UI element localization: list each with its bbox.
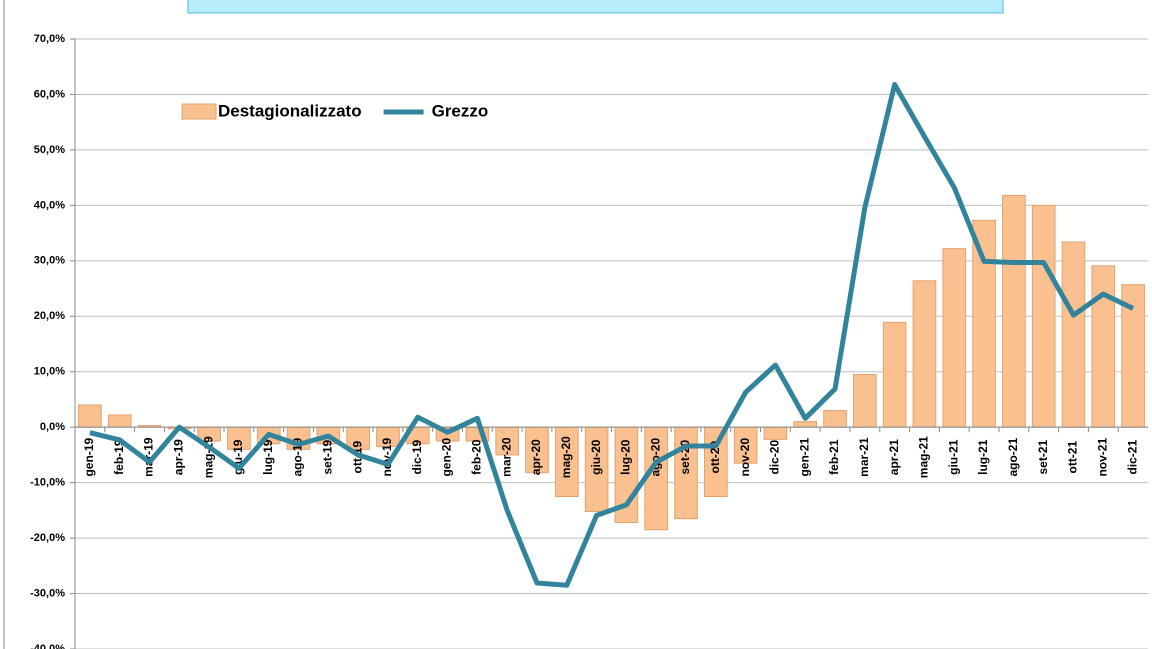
bar [853,374,877,428]
bar [823,410,847,428]
x-tick-label: feb-21 [827,439,841,475]
x-tick-label: nov-19 [380,438,394,477]
x-tick-label: set-19 [321,440,335,475]
bar [972,219,996,428]
x-tick-label: giu-21 [946,439,960,475]
x-tick-label: ott-21 [1066,441,1080,474]
y-tick-label: -40,0% [30,643,65,649]
x-tick-label: gen-20 [440,438,454,477]
bar [912,280,937,428]
x-tick-label: feb-20 [470,439,484,475]
bar [942,248,967,428]
x-tick-label: dic-20 [768,440,782,475]
x-tick-label: lug-19 [261,439,275,475]
x-tick-label: mar-20 [499,437,513,477]
bar [1002,194,1026,428]
x-tick-label: giu-20 [589,439,603,475]
x-tick-label: ott-20 [708,441,722,474]
y-tick-label: -10,0% [30,477,65,489]
x-tick-label: dic-21 [1125,440,1139,475]
legend-label: Grezzo [432,101,489,120]
y-tick-label: 50,0% [34,144,65,156]
x-tick-label: mar-19 [142,437,156,477]
x-tick-label: lug-21 [976,439,990,475]
x-tick-label: mag-21 [917,436,931,478]
bar [763,426,788,440]
x-tick-label: ago-19 [291,438,305,477]
x-tick-label: feb-19 [112,439,126,475]
line [89,81,1135,588]
x-tick-label: ago-21 [1006,438,1020,477]
y-tick-label: -20,0% [30,532,65,544]
y-tick-label: 20,0% [34,310,65,322]
x-tick-label: apr-19 [171,439,185,475]
legend-swatch [181,103,217,120]
y-tick-label: 70,0% [34,33,65,45]
x-tick-label: gen-21 [797,438,811,477]
y-tick-label: 0,0% [40,421,65,433]
x-tick-label: set-21 [1036,440,1050,475]
legend-label: Destagionalizzato [218,101,362,120]
bar [882,321,907,428]
x-tick-label: nov-20 [738,438,752,477]
x-tick-label: gen-19 [82,438,96,477]
x-tick-label: apr-21 [887,439,901,475]
bar [793,421,818,428]
x-tick-label: dic-19 [410,440,424,475]
x-tick-label: apr-20 [529,439,543,475]
y-tick-label: 10,0% [34,366,65,378]
x-tick-label: mag-20 [559,436,573,478]
x-tick-label: nov-21 [1095,438,1109,477]
y-tick-label: -30,0% [30,587,65,599]
bar [1091,265,1116,428]
bar [1061,241,1086,428]
y-tick-label: 40,0% [34,199,65,211]
bar [107,414,132,428]
title-box [187,0,1004,14]
bar [1031,204,1056,428]
y-tick-label: 30,0% [34,255,65,267]
y-tick-label: 60,0% [34,88,65,100]
x-tick-label: mar-21 [857,437,871,477]
x-tick-label: lug-20 [619,439,633,475]
bar [78,404,102,428]
